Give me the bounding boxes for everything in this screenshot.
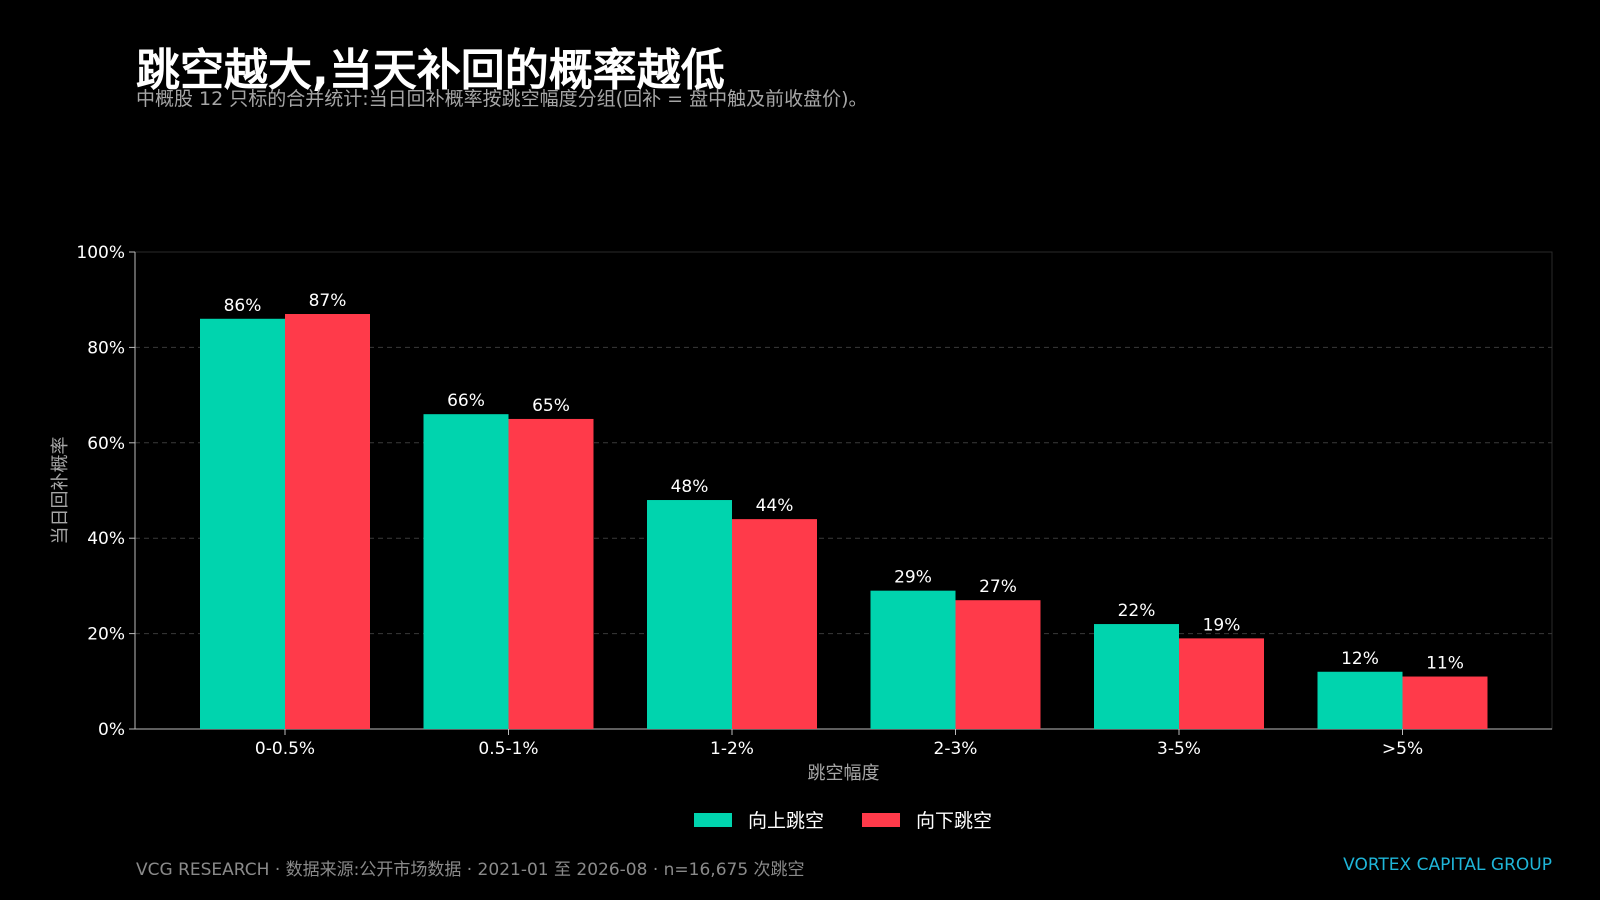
bar-value-label: 87% bbox=[309, 291, 347, 311]
bar-down bbox=[1402, 676, 1488, 729]
bar-up bbox=[870, 590, 956, 729]
bar-down bbox=[955, 600, 1041, 729]
footer-brand: VORTEX CAPITAL GROUP bbox=[1343, 855, 1552, 875]
x-tick-label: 3-5% bbox=[1157, 739, 1201, 759]
bar-value-label: 11% bbox=[1426, 654, 1464, 674]
chart-subtitle: 中概股 12 只标的合并统计:当日回补概率按跳空幅度分组(回补 = 盘中触及前收… bbox=[136, 88, 868, 110]
y-axis-title: 当日回补概率 bbox=[50, 437, 71, 545]
x-tick-label: 0.5-1% bbox=[478, 739, 538, 759]
bar-down bbox=[508, 418, 594, 729]
y-tick-label: 0% bbox=[98, 720, 125, 740]
legend-label-up: 向上跳空 bbox=[748, 810, 825, 832]
bar-value-label: 66% bbox=[447, 391, 485, 411]
bar-down bbox=[1179, 638, 1264, 729]
bar-up bbox=[200, 318, 285, 729]
legend-item-down: 向下跳空 bbox=[862, 806, 992, 833]
x-tick-label: >5% bbox=[1382, 739, 1423, 759]
bar-down bbox=[285, 314, 370, 729]
y-tick-label: 100% bbox=[76, 243, 125, 263]
legend-swatch-down bbox=[862, 812, 901, 827]
bar-value-label: 44% bbox=[756, 496, 794, 516]
legend-label-down: 向下跳空 bbox=[916, 810, 993, 832]
legend-swatch-up bbox=[694, 812, 732, 827]
x-tick-label: 2-3% bbox=[934, 739, 978, 759]
bar-value-label: 19% bbox=[1203, 615, 1241, 635]
legend: 向上跳空 向下跳空 bbox=[694, 806, 1030, 833]
chart-title: 跳空越大,当天补回的概率越低 bbox=[136, 45, 725, 96]
bar-value-label: 27% bbox=[979, 577, 1017, 597]
bar-value-label: 22% bbox=[1118, 601, 1156, 621]
footer-source: VCG RESEARCH · 数据来源:公开市场数据 · 2021-01 至 2… bbox=[136, 860, 805, 880]
bar-value-label: 86% bbox=[224, 296, 262, 316]
legend-item-up: 向上跳空 bbox=[694, 806, 824, 833]
y-tick-label: 40% bbox=[87, 529, 125, 549]
bar-value-label: 29% bbox=[894, 568, 932, 588]
x-axis-title: 跳空幅度 bbox=[808, 763, 880, 784]
bar-down bbox=[732, 519, 817, 729]
y-tick-label: 60% bbox=[87, 434, 125, 454]
bar-value-label: 12% bbox=[1341, 649, 1379, 669]
bar-value-label: 48% bbox=[671, 477, 709, 497]
x-tick-label: 0-0.5% bbox=[255, 739, 315, 759]
bar-up bbox=[423, 414, 509, 729]
bar-up bbox=[1317, 671, 1403, 729]
bar-value-label: 65% bbox=[532, 396, 570, 416]
bar-up bbox=[1094, 624, 1179, 729]
x-tick-label: 1-2% bbox=[710, 739, 754, 759]
y-tick-label: 80% bbox=[87, 338, 125, 358]
bar-up bbox=[647, 500, 732, 729]
y-tick-label: 20% bbox=[87, 625, 125, 645]
